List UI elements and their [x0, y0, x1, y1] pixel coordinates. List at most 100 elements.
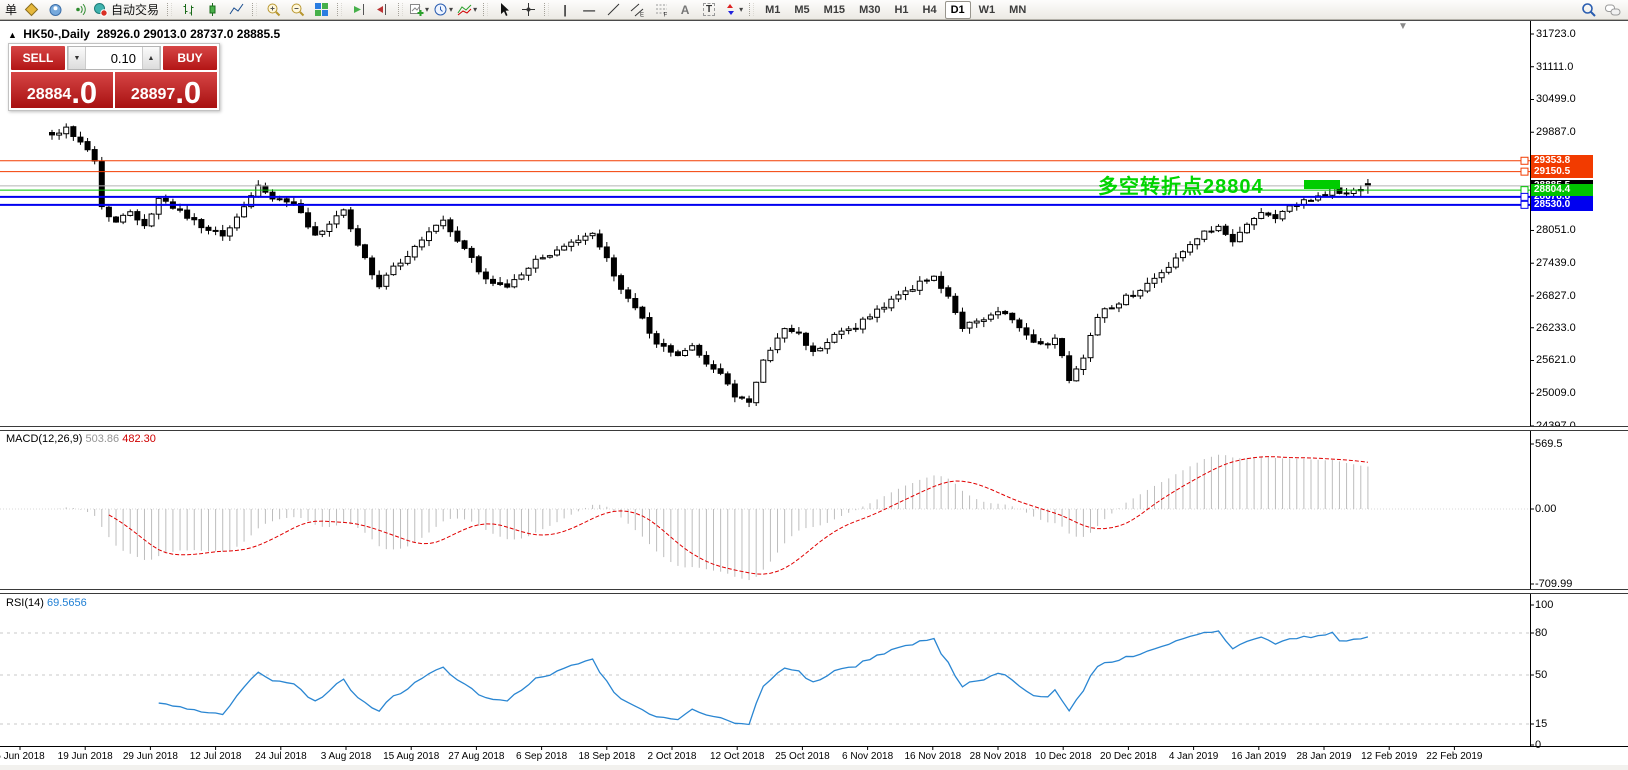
cursor-icon [500, 3, 509, 16]
profiles-button[interactable]: ▾ [431, 1, 455, 19]
signal-button[interactable] [67, 1, 91, 19]
date-axis-tick: 12 Feb 2019 [1361, 751, 1418, 762]
fibonacci-tool-button[interactable]: F [649, 1, 673, 19]
search-icon [1582, 2, 1596, 17]
timeframe-d1[interactable]: D1 [944, 0, 971, 19]
price-axis-tick: 31723.0 [1536, 28, 1576, 40]
date-axis-tick: 18 Sep 2018 [578, 751, 636, 762]
timeframe-mn[interactable]: MN [1009, 3, 1027, 16]
timeframe-h4[interactable]: H4 [922, 3, 937, 16]
price-axis-tick: 27439.0 [1536, 257, 1576, 270]
date-axis-tick: 12 Oct 2018 [709, 751, 765, 762]
zoom-out-icon [291, 3, 304, 17]
timeframe-w1[interactable]: W1 [978, 3, 996, 16]
vertical-line-tool-button[interactable]: | [553, 1, 577, 19]
date-axis-tick: 10 Dec 2018 [1034, 751, 1092, 762]
turning-point-annotation[interactable]: 多空转折点28804 [1098, 176, 1264, 198]
macd-signal-line [108, 456, 1368, 575]
dropdown-caret: ▾ [473, 4, 478, 14]
dropdown-caret: ▾ [449, 4, 454, 14]
tile-windows-button[interactable] [309, 1, 333, 19]
rsi-axis-tick: 80 [1535, 627, 1548, 639]
line-chart-button[interactable] [224, 1, 248, 19]
date-axis-tick: 27 Aug 2018 [448, 751, 505, 762]
volume-decrease-button[interactable]: ▼ [68, 47, 86, 69]
date-axis-tick: 16 Nov 2018 [904, 751, 962, 762]
chat-button[interactable] [1601, 1, 1625, 19]
shapes-tool-button[interactable]: ▾ [721, 1, 745, 19]
indicators-icon [457, 4, 472, 16]
one-click-trading-panel: SELL ▼ 0.10 ▲ BUY 28884 .0 28897 .0 [8, 43, 220, 111]
date-axis-tick: 20 Dec 2018 [1100, 751, 1157, 762]
cursor-tool-button[interactable] [492, 1, 516, 19]
label-tool-button[interactable]: T [697, 1, 721, 19]
dropdown-caret: ▾ [739, 4, 744, 14]
price-level-tag: 28804.4 [1531, 184, 1593, 197]
fibonacci-icon: F [655, 4, 667, 18]
timeframe-m1[interactable]: M1 [765, 3, 781, 16]
toolbar-grip [398, 3, 404, 16]
window-bottom-edge [0, 765, 1628, 770]
sell-price-display[interactable]: 28884 .0 [11, 72, 113, 108]
price-level-tag: 29150.5 [1531, 165, 1593, 178]
chart-area[interactable]: 31723.0 31111.0 30499.0 29887.0 28051.0 27439… [0, 20, 1628, 770]
vertical-line-icon: | [563, 2, 567, 17]
order-menu-fragment[interactable]: 单 [5, 3, 18, 17]
auto-scroll-icon [353, 4, 364, 15]
auto-scroll-button[interactable] [346, 1, 370, 19]
price-level-tag: 28530.0 [1531, 198, 1593, 211]
new-chart-button[interactable]: ▾ [407, 1, 431, 19]
crosshair-tool-button[interactable] [516, 1, 540, 19]
pane-splitter-rsi[interactable] [0, 589, 1628, 594]
buy-button[interactable]: BUY [163, 46, 217, 70]
search-button[interactable] [1577, 1, 1601, 19]
indicators-button[interactable]: ▾ [455, 1, 479, 19]
volume-input[interactable]: 0.10 [110, 50, 136, 66]
sell-button[interactable]: SELL [11, 46, 65, 70]
chart-canvas[interactable] [0, 21, 1628, 770]
trendline-tool-button[interactable] [601, 1, 625, 19]
rsi-axis-tick: 0 [1535, 739, 1542, 751]
date-axis-tick: 4 Jan 2019 [1168, 751, 1219, 762]
svg-text:F: F [663, 13, 667, 18]
toolbar-grip [483, 3, 489, 16]
zoom-out-button[interactable] [285, 1, 309, 19]
channel-tool-button[interactable]: E [625, 1, 649, 19]
chart-shift-marker-icon[interactable]: ▼ [1398, 21, 1408, 32]
chart-shift-icon [376, 4, 386, 15]
timeframe-h1[interactable]: H1 [894, 3, 909, 16]
horizontal-line-tool-button[interactable]: — [577, 1, 601, 19]
timeframe-m30[interactable]: M30 [859, 3, 881, 16]
price-axis-tick: 28051.0 [1536, 224, 1576, 237]
volume-increase-button[interactable]: ▲ [142, 47, 160, 69]
date-axis-tick: 2 Oct 2018 [647, 751, 697, 762]
pane-splitter-macd[interactable] [0, 426, 1628, 431]
bar-chart-button[interactable] [176, 1, 200, 19]
timeframe-m5[interactable]: M5 [794, 3, 810, 16]
clock-icon [434, 3, 447, 16]
price-axis-tick: 31111.0 [1536, 60, 1574, 73]
date-axis-tick: 28 Jan 2019 [1296, 751, 1352, 762]
autotrading-button[interactable]: 自动交易 [91, 1, 163, 19]
chart-title: ▲ HK50-,Daily 28926.0 29013.0 28737.0 28… [8, 27, 280, 41]
date-axis-tick: 19 Jun 2018 [57, 751, 113, 762]
new-order-button[interactable] [19, 1, 43, 19]
buy-price-display[interactable]: 28897 .0 [115, 72, 217, 108]
tile-windows-icon [314, 3, 328, 16]
rsi-line [158, 630, 1369, 726]
timeframe-m15[interactable]: M15 [823, 3, 846, 16]
market-watch-button[interactable] [43, 1, 67, 19]
candlestick-chart-button[interactable] [200, 1, 224, 19]
horizontal-line-icon: — [583, 2, 596, 17]
text-tool-button[interactable]: A [673, 1, 697, 19]
ohlc-values: 28926.0 29013.0 28737.0 28885.5 [96, 27, 281, 41]
zoom-in-button[interactable] [261, 1, 285, 19]
date-axis-tick: 25 Oct 2018 [775, 751, 830, 762]
rsi-axis-tick: 50 [1535, 669, 1548, 681]
crosshair-icon [521, 3, 535, 16]
rsi-axis-tick: 100 [1535, 599, 1554, 611]
chart-shift-button[interactable] [370, 1, 394, 19]
price-axis-tick: 26827.0 [1536, 289, 1576, 302]
annotation-highlight-rectangle[interactable] [1304, 180, 1340, 189]
